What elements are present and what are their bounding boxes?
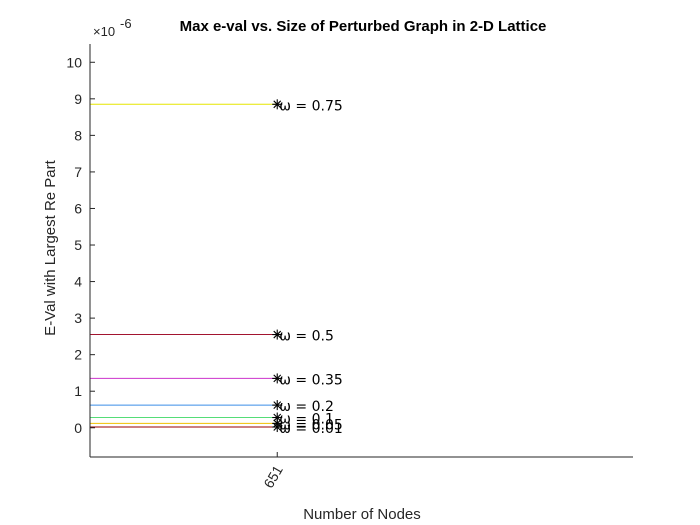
asterisk-marker bbox=[272, 422, 283, 433]
x-axis-label: Number of Nodes bbox=[303, 506, 421, 523]
y-tick-label: 6 bbox=[74, 200, 82, 216]
asterisk-marker bbox=[272, 400, 283, 411]
y-tick-label: 10 bbox=[66, 54, 82, 70]
y-tick-label: 4 bbox=[74, 274, 82, 290]
asterisk-marker bbox=[272, 329, 283, 340]
x-tick-label: 651 bbox=[260, 462, 286, 490]
y-axis-label: E-Val with Largest Re Part bbox=[42, 159, 59, 335]
asterisk-marker bbox=[272, 373, 283, 384]
y-tick-label: 8 bbox=[74, 127, 82, 143]
y-tick-label: 9 bbox=[74, 91, 82, 107]
y-tick-label: 3 bbox=[74, 310, 82, 326]
y-tick-label: 5 bbox=[74, 237, 82, 253]
y-tick-label: 2 bbox=[74, 347, 82, 363]
series-label: ω = 0.35 bbox=[279, 372, 343, 388]
y-exponent-power: -6 bbox=[120, 16, 132, 31]
chart-title: Max e-val vs. Size of Perturbed Graph in… bbox=[180, 18, 547, 35]
y-tick-label: 1 bbox=[74, 383, 82, 399]
series-label: ω = 0.2 bbox=[279, 399, 334, 415]
y-exponent-base: ×10 bbox=[93, 24, 115, 39]
y-tick-label: 0 bbox=[74, 420, 82, 436]
series-layer: ω = 0.75 ω = 0.5 ω = 0.35 ω = 0.2ω = 0.1ω =… bbox=[90, 98, 343, 437]
y-tick-label: 7 bbox=[74, 164, 82, 180]
series-label: ω = 0.05 bbox=[279, 417, 343, 433]
series-label: ω = 0.1 bbox=[279, 412, 334, 428]
series-label: ω = 0.01 bbox=[279, 421, 343, 437]
asterisk-marker bbox=[272, 99, 283, 110]
series-label: ω = 0.75 bbox=[279, 98, 343, 114]
series-label: ω = 0.5 bbox=[279, 329, 334, 345]
